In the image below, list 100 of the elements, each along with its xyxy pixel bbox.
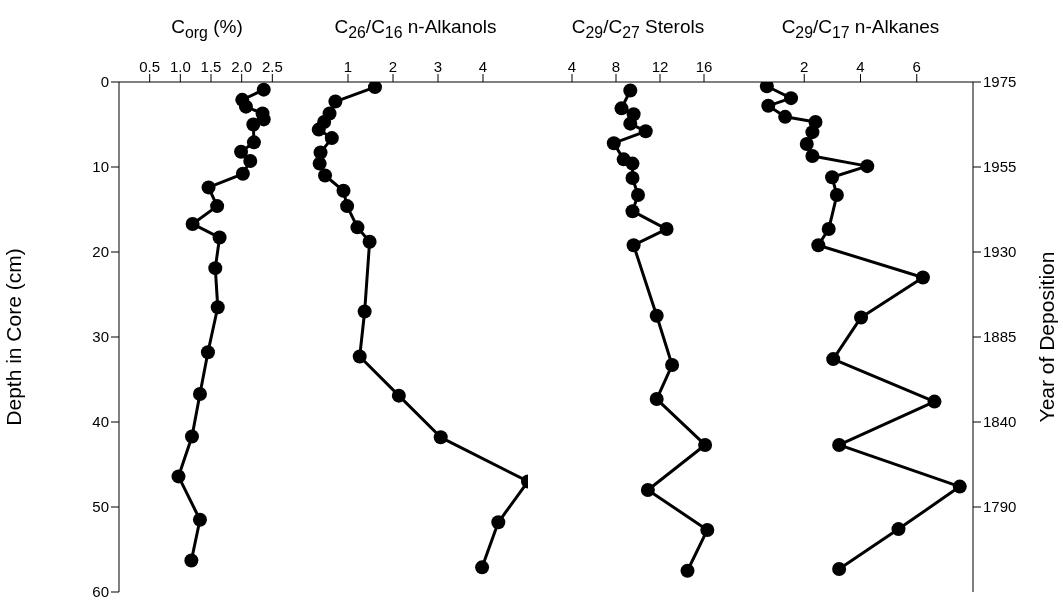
y-tick-label: 0 [100,73,109,91]
point [171,469,186,484]
point [192,512,207,527]
point [256,82,271,97]
x-tick-label: 4 [856,58,865,75]
y-tick-label: 60 [92,583,109,601]
point [357,304,372,319]
x-tick-label: 3 [433,58,443,75]
point [625,156,640,171]
text: 1930 [983,243,1017,261]
point [829,188,844,203]
y-tick-label: 30 [92,328,109,346]
y-tick-label: 10 [92,158,109,176]
x-tick-label: 1.0 [169,58,191,75]
point [649,392,664,407]
point [606,136,621,151]
point [665,358,680,373]
point [318,168,333,183]
point [210,300,225,315]
x-tick-label: 4 [567,58,577,75]
point [243,154,258,169]
point [312,156,327,171]
chart-title: C$_{29}$/C$_{27}$ Sterols [571,16,705,42]
point [200,345,215,360]
point [238,99,253,114]
x-tick-label: 2.5 [261,58,283,75]
chart-title: C$_{org}$ (%) [171,16,243,42]
point [626,238,641,253]
text: 1975 [983,73,1017,91]
text: 1840 [983,413,1017,431]
point [475,560,490,575]
x-tick-label: 0.5 [139,58,161,75]
point [761,98,776,113]
point [391,388,406,403]
point [340,199,355,214]
point [631,188,645,203]
point [891,522,906,537]
point [184,553,199,568]
point [805,148,820,163]
point [368,82,382,95]
point [625,171,640,186]
point [256,112,271,127]
point [212,230,227,245]
x-tick-label: 2.0 [231,58,253,75]
y-tick-label: 50 [92,498,109,516]
point [184,429,199,444]
point [784,91,799,106]
point [811,238,826,253]
x-tick-label: 2 [388,58,398,75]
x-tick-label: 16 [695,58,713,75]
point [659,222,674,237]
point [623,83,638,98]
point [210,199,225,214]
point [352,349,367,364]
x-tick-label: 1 [343,58,353,75]
x-tick-label: 8 [611,58,621,75]
y-tick-label: 40 [92,413,109,431]
y-tick-label: 20 [92,243,109,261]
x-tick-label: 6 [912,58,921,75]
point [491,515,506,530]
point [698,437,713,452]
point [805,125,820,140]
chart-title: C$_{29}$/C$_{17}$ n-Alkanes [781,16,940,42]
x-tick-label: 12 [651,58,669,75]
point [952,479,967,494]
point [328,94,343,109]
point [680,563,695,578]
text: 1885 [983,328,1017,346]
y2-axis-title: Year of Deposition [1035,251,1059,423]
point [350,220,365,235]
text: 1790 [983,498,1017,516]
point [832,562,847,577]
point [649,308,664,323]
point [324,131,339,146]
point [759,82,774,94]
point [927,394,942,409]
y-axis-title: Depth in Core (cm) [2,248,26,426]
point [625,204,640,219]
point [201,180,216,195]
x-tick-label: 1.5 [200,58,222,75]
point [235,166,250,181]
point [799,137,814,152]
point [825,170,840,185]
point [821,222,836,237]
x-tick-label: 4 [478,58,488,75]
point [832,437,847,452]
point [362,234,377,249]
text: 1955 [983,158,1017,176]
point [640,483,655,497]
point [623,116,638,131]
x-tick-label: 2 [800,58,809,75]
point [854,310,869,325]
point [234,144,249,159]
point [185,216,200,231]
point [246,135,261,150]
point [778,109,793,124]
point [614,101,629,116]
point [860,159,875,174]
point [433,430,448,445]
chart-title: C$_{26}$/C$_{16}$ n-Alkanols [334,16,497,42]
